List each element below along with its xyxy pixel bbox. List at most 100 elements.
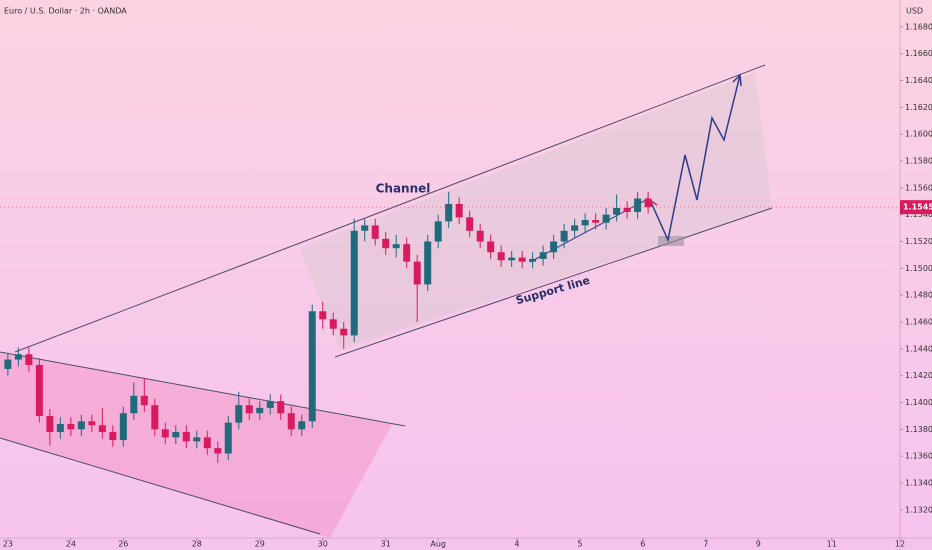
candle-body [161,429,169,438]
candle-body [350,230,358,336]
y-tick-label: 1.16800 [905,22,932,31]
trend-line [14,64,766,353]
candle-body [487,241,495,253]
candle-body [361,225,369,231]
candle-body [25,354,33,365]
candle-body [193,437,201,442]
candle-body [476,230,484,242]
x-tick-label: 5 [577,540,582,549]
candle-body [413,261,421,285]
candle-body [35,364,43,416]
candle-body [88,421,96,426]
x-tick-label: 28 [192,540,202,549]
y-tick-label: 1.13400 [905,478,932,487]
candle-body [434,221,442,242]
candle-body [592,220,600,223]
candle-body [403,244,411,262]
candle-body [581,220,589,226]
candle-body [235,405,243,423]
y-axis-label: USD [906,7,923,16]
x-tick-label: 4 [514,540,519,549]
x-tick-label: Aug [430,540,446,549]
candle-body [539,252,547,259]
candle-body [382,238,390,249]
x-tick-label: 11 [827,540,837,549]
chart-title: Euro / U.S. Dollar · 2h · OANDA [4,7,127,16]
y-tick-label: 1.15400 [905,210,932,219]
last-price-label: 1.15456 [903,203,932,212]
candle-body [298,421,306,430]
y-tick-label: 1.15200 [905,237,932,246]
y-tick-label: 1.14000 [905,398,932,407]
annotation: Channel [376,182,431,196]
candle-body [287,413,295,430]
candle-body [4,359,12,369]
projection-path [649,74,741,243]
y-tick-label: 1.13800 [905,425,932,434]
candle-body [140,395,148,406]
x-tick-label: 29 [255,540,265,549]
candle-body [466,217,474,231]
trend-line [0,351,406,427]
candle-body [56,423,64,433]
candle-body [203,437,211,449]
candle-body [424,241,432,285]
candle-body [329,319,337,329]
y-tick-label: 1.14600 [905,317,932,326]
trend-line [334,207,773,358]
y-tick-label: 1.13600 [905,452,932,461]
candle-body [119,413,127,441]
channel-fill [0,352,392,538]
candle-body [571,225,579,231]
candle-body [67,423,75,430]
candle-body [214,448,222,454]
candle-body [130,395,138,414]
candle-body [560,230,568,242]
candle-body [182,432,190,442]
y-tick-label: 1.13200 [905,505,932,514]
candle-body [455,203,463,218]
y-tick-label: 1.16600 [905,49,932,58]
x-tick-label: 6 [640,540,645,549]
candle-body [172,432,180,438]
y-tick-label: 1.14400 [905,344,932,353]
candle-body [224,422,232,454]
candle-body [392,244,400,249]
candle-body [319,311,327,320]
candle-body [340,328,348,336]
candle-body [98,425,106,433]
y-tick-label: 1.16200 [905,103,932,112]
x-tick-label: 30 [318,540,328,549]
x-tick-label: 12 [895,540,905,549]
x-tick-label: 7 [703,540,708,549]
candle-body [529,258,537,262]
x-tick-label: 31 [381,540,391,549]
y-tick-label: 1.15600 [905,183,932,192]
y-tick-label: 1.14800 [905,291,932,300]
arrow-head [732,73,742,87]
y-tick-label: 1.16000 [905,130,932,139]
candle-body [518,257,526,262]
x-tick-label: 23 [3,540,13,549]
candle-body [550,241,558,253]
candle-body [644,198,652,208]
y-tick-label: 1.16400 [905,76,932,85]
x-tick-label: 26 [118,540,128,549]
y-tick-label: 1.15000 [905,264,932,273]
y-tick-label: 1.15800 [905,156,932,165]
y-tick-label: 1.14200 [905,371,932,380]
candle-body [266,401,274,408]
trend-line [0,437,321,535]
candle-body [109,432,117,441]
candle-body [371,225,379,239]
candle-body [277,401,285,414]
x-tick-label: 9 [756,540,761,549]
candle-body [14,354,22,360]
target-box [658,236,684,246]
candle-body [602,214,610,223]
candle-body [623,207,631,212]
candle-body [46,415,54,433]
candle-body [497,252,505,261]
